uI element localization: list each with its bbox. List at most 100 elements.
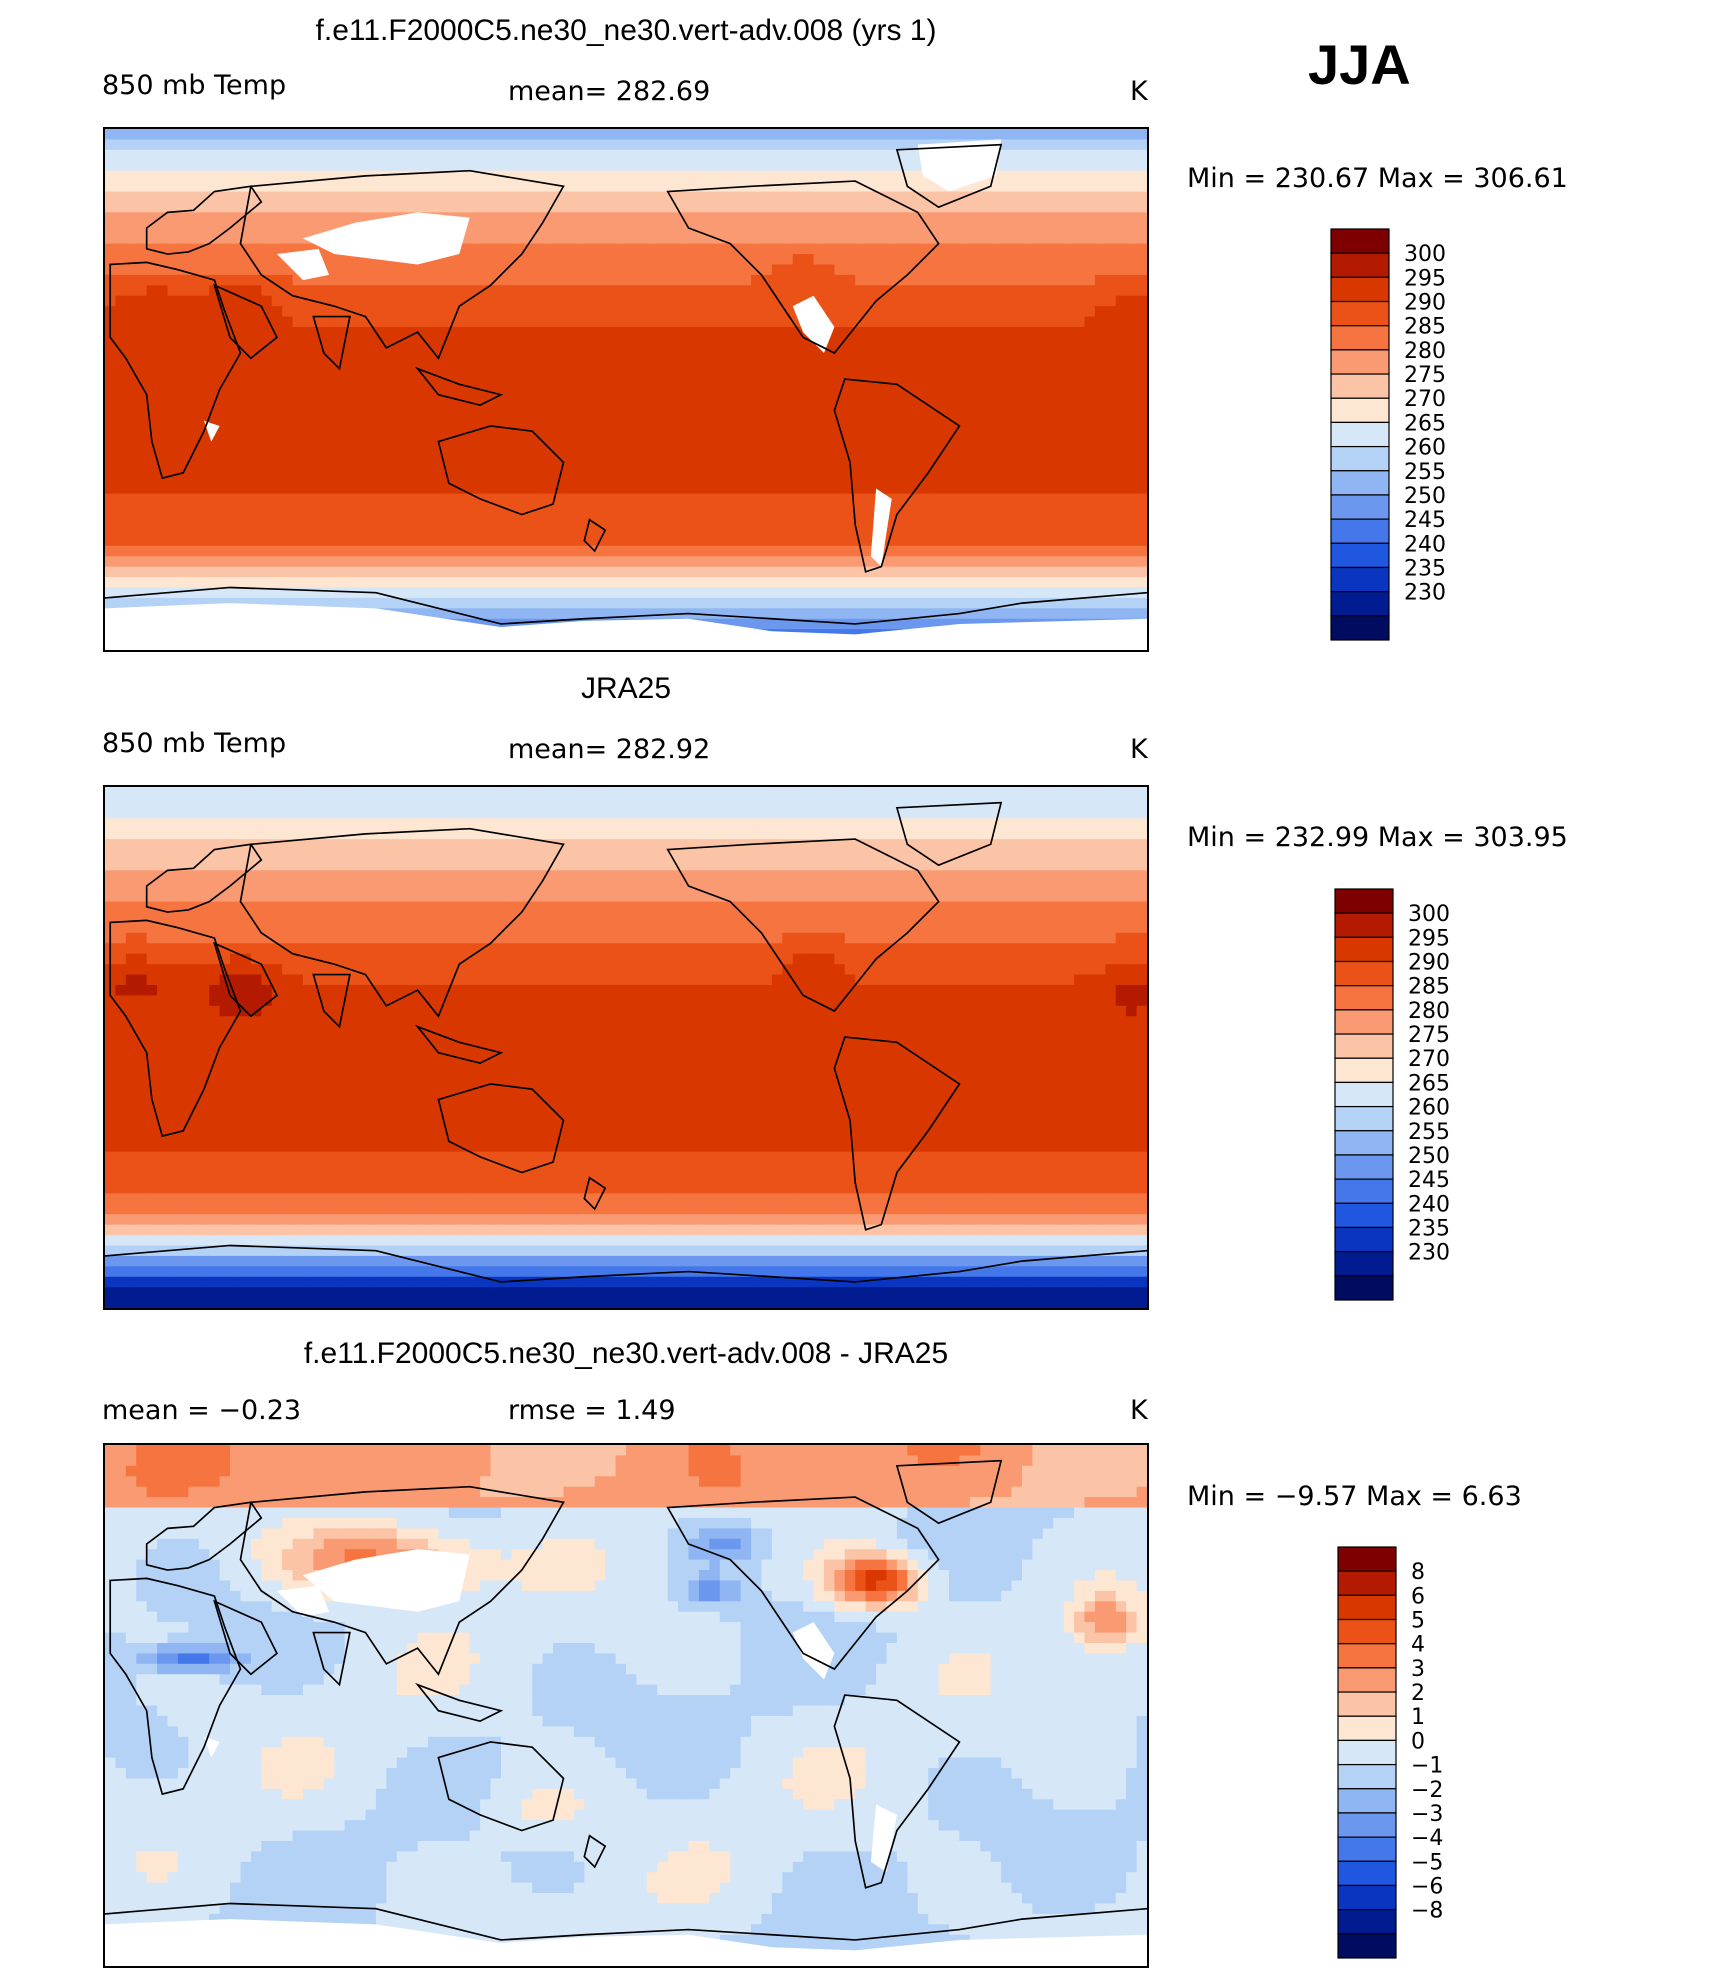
colorbar-swatch (1330, 518, 1390, 544)
colorbar-swatch (1337, 1860, 1397, 1887)
panel-title: f.e11.F2000C5.ne30_ne30.vert-adv.008 (yr… (315, 14, 937, 47)
colorbar-swatch (1334, 888, 1394, 914)
colorbar-swatch (1337, 1570, 1397, 1596)
colorbar-tick-label: 275 (1404, 363, 1446, 388)
field-cells (105, 1445, 1147, 1966)
colorbar-swatch (1334, 1178, 1394, 1204)
colorbar-tick-label: 245 (1408, 1168, 1450, 1193)
colorbar-tick-label: 230 (1408, 1241, 1450, 1266)
colorbar-tick-label: 235 (1404, 556, 1446, 581)
units-label: K (1130, 76, 1148, 107)
variable-label: 850 mb Temp (102, 728, 287, 759)
colorbar-swatch (1334, 1226, 1394, 1253)
colorbar-tick-label: 230 (1404, 581, 1446, 606)
colorbar-tick-label: 280 (1408, 999, 1450, 1024)
coastlines (105, 143, 1147, 625)
colorbar-swatch (1337, 1884, 1397, 1911)
colorbar-tick-label: 2 (1411, 1681, 1425, 1706)
variable-label: 850 mb Temp (102, 70, 287, 101)
colorbar-tick-label: 265 (1408, 1071, 1450, 1096)
colorbar-swatch (1334, 985, 1394, 1011)
colorbar-tick-label: 275 (1408, 1023, 1450, 1048)
colorbar-swatch (1330, 615, 1390, 641)
colorbar-swatch (1330, 445, 1390, 472)
colorbar-swatch (1334, 912, 1394, 938)
colorbar-tick-label: 250 (1408, 1144, 1450, 1169)
colorbar-swatch (1337, 1836, 1397, 1862)
field-cells (105, 787, 1147, 1308)
colorbar-tick-label: 295 (1408, 926, 1450, 951)
colorbar: 8 6 5 4 3 2 1 0 −1 −2 −3 −4 −5 −6 −8 (1337, 1546, 1487, 1961)
colorbar-tick-label: 235 (1408, 1216, 1450, 1241)
field-cells (105, 129, 1147, 650)
colorbar-tick-label: 260 (1404, 436, 1446, 461)
colorbar-swatch (1337, 1715, 1397, 1742)
colorbar-swatch (1334, 1202, 1394, 1229)
colorbar-swatch (1334, 1009, 1394, 1035)
colorbar-swatch (1330, 494, 1390, 520)
colorbar-tick-label: 8 (1411, 1560, 1425, 1585)
colorbar-swatch (1330, 325, 1390, 351)
colorbar-tick-label: −8 (1411, 1899, 1443, 1924)
temperature-difference-map (105, 1445, 1147, 1966)
colorbar-swatch (1337, 1618, 1397, 1645)
min-max-stats: Min = 230.67 Max = 306.61 (1187, 163, 1568, 194)
colorbar-svg: 3002952902852802752702652602552502452402… (1330, 228, 1446, 641)
colorbar-svg: 3002952902852802752702652602552502452402… (1334, 888, 1450, 1301)
colorbar-tick-label: −1 (1411, 1754, 1443, 1779)
colorbar-tick-label: −2 (1411, 1778, 1443, 1803)
colorbar-tick-label: 285 (1408, 975, 1450, 1000)
colorbar-swatch (1337, 1691, 1397, 1717)
colorbar-swatch (1334, 1057, 1394, 1084)
colorbar-swatch (1330, 421, 1390, 448)
colorbar-tick-label: 240 (1408, 1192, 1450, 1217)
colorbar-swatch (1334, 1251, 1394, 1277)
colorbar-tick-label: 255 (1404, 460, 1446, 485)
colorbar-swatch (1334, 1154, 1394, 1180)
colorbar-swatch (1330, 349, 1390, 375)
season-label: JJA (1308, 33, 1411, 96)
colorbar-tick-label: 255 (1408, 1120, 1450, 1145)
colorbar-tick-label: 5 (1411, 1609, 1425, 1634)
colorbar-tick-label: 295 (1404, 266, 1446, 291)
colorbar-tick-label: 265 (1404, 411, 1446, 436)
colorbar-tick-label: −4 (1411, 1826, 1443, 1851)
colorbar-swatch (1330, 276, 1390, 303)
colorbar-tick-label: 260 (1408, 1096, 1450, 1121)
mean-label: mean= 282.69 (508, 76, 711, 107)
colorbar-swatch (1337, 1594, 1397, 1621)
colorbar: 300 295 290 285 280 275 270 265 260 255 250 245 240 2… (1334, 888, 1484, 1303)
colorbar-tick-label: 290 (1404, 291, 1446, 316)
colorbar-swatch (1334, 1130, 1394, 1156)
colorbar-swatch (1337, 1763, 1397, 1790)
units-label: K (1130, 734, 1148, 765)
colorbar-tick-label: −6 (1411, 1874, 1443, 1899)
colorbar-swatch (1330, 228, 1390, 254)
colorbar-swatch (1330, 470, 1390, 496)
min-max-stats: Min = −9.57 Max = 6.63 (1187, 1481, 1522, 1512)
missing-data-patches (105, 1549, 1147, 1966)
colorbar-swatch (1334, 1081, 1394, 1108)
colorbar-tick-label: 240 (1404, 532, 1446, 557)
colorbar-swatch (1334, 1105, 1394, 1132)
colorbar-tick-label: −5 (1411, 1850, 1443, 1875)
colorbar-tick-label: 3 (1411, 1657, 1425, 1682)
colorbar-swatch (1337, 1933, 1397, 1959)
colorbar-swatch (1337, 1643, 1397, 1669)
colorbar-swatch (1330, 566, 1390, 593)
map-obs (103, 785, 1149, 1310)
colorbar-tick-label: 6 (1411, 1584, 1425, 1609)
map-model (103, 127, 1149, 652)
colorbar-swatch (1330, 252, 1390, 278)
min-max-stats: Min = 232.99 Max = 303.95 (1187, 822, 1568, 853)
colorbar-swatch (1330, 373, 1390, 399)
map-difference (103, 1443, 1149, 1968)
colorbar-tick-label: 280 (1404, 339, 1446, 364)
mean-label: mean= 282.92 (508, 734, 711, 765)
colorbar-tick-label: 0 (1411, 1729, 1425, 1754)
colorbar-tick-label: 270 (1408, 1047, 1450, 1072)
missing-data-patches (105, 139, 1147, 650)
colorbar-tick-label: 290 (1408, 951, 1450, 976)
colorbar-swatch (1337, 1667, 1397, 1693)
coastlines (105, 1459, 1147, 1941)
